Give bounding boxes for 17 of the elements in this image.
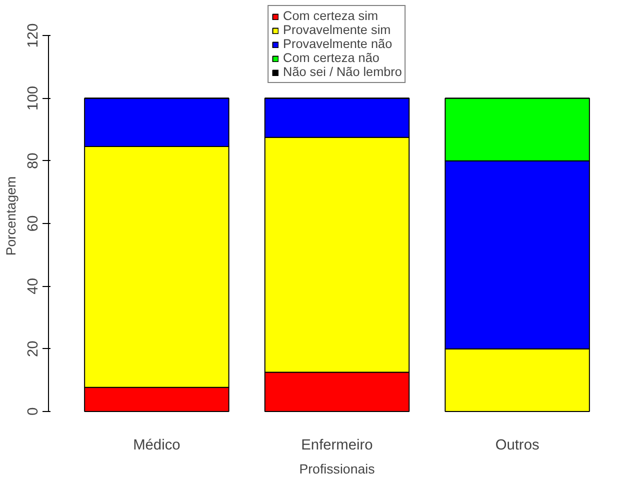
y-tick-label: 100	[26, 86, 42, 110]
legend-label: Provavelmente sim	[283, 23, 391, 37]
y-axis-title: Porcentagem	[4, 176, 18, 256]
x-tick-label: Enfermeiro	[301, 438, 373, 454]
y-tick-label: 20	[26, 340, 42, 357]
y-tick-label: 80	[26, 152, 42, 170]
y-tick-label: 120	[26, 23, 42, 48]
legend-label: Provavelmente não	[283, 37, 392, 51]
legend-label: Com certeza sim	[283, 9, 378, 23]
x-tick-label: Outros	[495, 438, 540, 454]
y-tick-label: 40	[26, 278, 42, 294]
y-tick-label: 60	[26, 215, 42, 232]
x-axis-title: Profissionais	[299, 462, 376, 476]
y-tick-label: 0	[26, 407, 42, 416]
legend-label: Não sei / Não lembro	[283, 65, 402, 79]
x-tick-label: Médico	[133, 438, 180, 454]
legend-label: Com certeza não	[283, 51, 380, 65]
